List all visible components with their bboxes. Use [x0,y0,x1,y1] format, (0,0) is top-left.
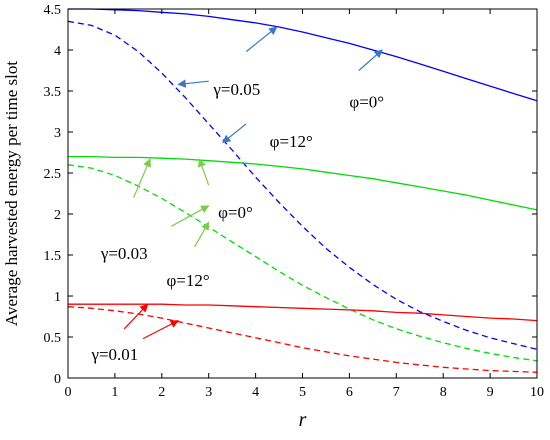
annotation-arrow [170,205,210,227]
annotation-arrow [133,158,151,198]
y-tick-label: 2.5 [44,167,62,182]
series-line-3 [68,155,538,211]
annotation-label: γ=0.05 [212,80,260,99]
annotation-label: φ=0° [218,203,253,222]
annotation-arrow [197,158,210,186]
y-tick-label: 3.5 [44,85,62,100]
annotation-arrow [123,303,149,330]
x-tick-label: 4 [252,385,259,400]
y-tick-label: 3 [54,126,61,141]
annotation-arrow [177,79,209,88]
y-tick-label: 2 [54,208,61,223]
annotation-label: φ=12° [166,271,209,290]
y-tick-label: 4.5 [44,3,62,18]
x-tick-label: 10 [530,385,544,400]
x-tick-label: 6 [346,385,353,400]
y-tick-label: 0 [54,372,61,387]
plot-frame [67,8,538,379]
x-tick-label: 0 [65,385,72,400]
x-tick-label: 1 [111,385,118,400]
annotation-label: γ=0.01 [90,345,138,364]
y-tick-label: 4 [54,44,61,59]
axes: 0 1 2 3 4 5 6 7 8 9 10 0 0.5 1 1.5 2 2.5 3 3.5 4 4.5 [44,3,545,400]
annotation-arrow [142,320,179,340]
x-tick-label: 8 [440,385,447,400]
annotation-label: φ=12° [270,132,313,151]
annotation-arrow [245,26,278,53]
series-line-4 [67,164,538,362]
plot-area: γ=0.05 φ=0° φ=12° γ=0.03 φ=0° φ=12° γ=0.01 [67,8,538,373]
x-axis-label: r [299,409,307,431]
x-tick-label: 9 [487,385,494,400]
x-tick-label: 3 [205,385,212,400]
annotation-arrow [194,221,210,248]
annotation-arrow [222,123,247,144]
series-line-1 [68,8,538,102]
y-tick-label: 1.5 [44,249,62,264]
series-line-2 [67,20,538,350]
y-tick-label: 1 [54,290,61,305]
annotation-label: γ=0.03 [100,244,148,263]
x-tick-label: 7 [393,385,400,400]
series-line-5 [68,303,538,322]
x-tick-label: 5 [299,385,306,400]
x-tick-label: 2 [158,385,165,400]
annotation-arrow [358,49,383,71]
annotation-label: φ=0° [349,92,384,111]
y-tick-label: 0.5 [44,331,62,346]
y-axis-label: Average harvested energy per time slot [2,61,21,326]
